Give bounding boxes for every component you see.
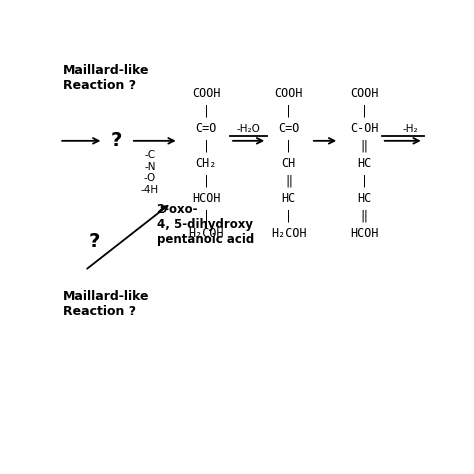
Text: HC: HC bbox=[282, 192, 296, 205]
Text: C=O: C=O bbox=[278, 122, 300, 135]
Text: |: | bbox=[202, 104, 210, 118]
Text: ?: ? bbox=[110, 131, 122, 150]
Text: |: | bbox=[202, 210, 210, 222]
Text: HCOH: HCOH bbox=[350, 227, 378, 240]
Text: HC: HC bbox=[357, 192, 371, 205]
Text: 2-oxo-
4, 5-dihydroxy
pentanoic acid: 2-oxo- 4, 5-dihydroxy pentanoic acid bbox=[156, 203, 254, 246]
Text: |: | bbox=[361, 104, 368, 118]
Text: C-OH: C-OH bbox=[350, 122, 378, 135]
Text: COOH: COOH bbox=[274, 87, 303, 100]
Text: -H₂O: -H₂O bbox=[237, 124, 260, 134]
Text: Maillard-like
Reaction ?: Maillard-like Reaction ? bbox=[63, 291, 149, 319]
Text: COOH: COOH bbox=[192, 87, 220, 100]
Text: |: | bbox=[202, 174, 210, 188]
Text: CH: CH bbox=[282, 157, 296, 170]
Text: |: | bbox=[285, 210, 292, 222]
Text: |: | bbox=[285, 104, 292, 118]
Text: ‖: ‖ bbox=[285, 174, 292, 188]
Text: -H₂: -H₂ bbox=[402, 124, 418, 134]
Text: H₂COH: H₂COH bbox=[188, 227, 224, 240]
Text: ‖: ‖ bbox=[361, 210, 368, 222]
Text: |: | bbox=[202, 139, 210, 153]
Text: ?: ? bbox=[89, 232, 100, 251]
Text: |: | bbox=[361, 174, 368, 188]
Text: H₂COH: H₂COH bbox=[271, 227, 307, 240]
Text: HCOH: HCOH bbox=[192, 192, 220, 205]
Text: HC: HC bbox=[357, 157, 371, 170]
Text: COOH: COOH bbox=[350, 87, 378, 100]
Text: -C
-N
-O
-4H: -C -N -O -4H bbox=[141, 150, 159, 195]
Text: |: | bbox=[285, 139, 292, 153]
Text: Maillard-like
Reaction ?: Maillard-like Reaction ? bbox=[63, 64, 149, 92]
Text: ‖: ‖ bbox=[361, 139, 368, 153]
Text: C=O: C=O bbox=[195, 122, 217, 135]
Text: CH₂: CH₂ bbox=[195, 157, 217, 170]
